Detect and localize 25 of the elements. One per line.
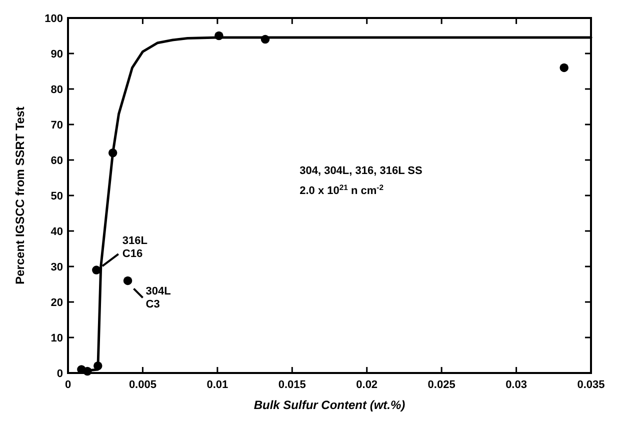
x-tick-label: 0.025 (428, 379, 456, 391)
x-tick-label: 0.005 (128, 379, 156, 391)
x-tick-label: 0.035 (577, 379, 605, 391)
y-tick-label: 10 (50, 332, 63, 344)
x-tick-label: 0.03 (506, 379, 527, 391)
annotation: 316L C16 (122, 235, 148, 260)
y-tick-label: 20 (50, 297, 63, 309)
y-axis-title: Percent IGSCC from SSRT Test (13, 106, 27, 284)
x-tick-label: 0 (64, 379, 72, 391)
y-tick-label: 40 (50, 226, 63, 238)
annotation: 304, 304L, 316, 316L SS (300, 165, 422, 178)
x-axis-title: Bulk Sulfur Content (wt.%) (254, 398, 406, 412)
y-tick-label: 30 (50, 262, 63, 274)
y-tick-label: 90 (50, 48, 63, 60)
annotation: 2.0 x 10$^{21}$ n cm$^{-2}$ (300, 182, 384, 198)
y-tick-label: 70 (50, 120, 63, 132)
x-tick-label: 0.015 (278, 379, 306, 391)
x-tick-label: 0.01 (206, 379, 228, 391)
annotation: 304L C3 (146, 286, 172, 311)
y-tick-label: 100 (44, 13, 63, 25)
y-tick-label: 0 (56, 368, 63, 380)
y-tick-label: 50 (50, 190, 63, 202)
y-tick-label: 80 (50, 84, 63, 96)
x-tick-label: 0.02 (356, 379, 378, 391)
y-tick-label: 60 (50, 155, 63, 167)
